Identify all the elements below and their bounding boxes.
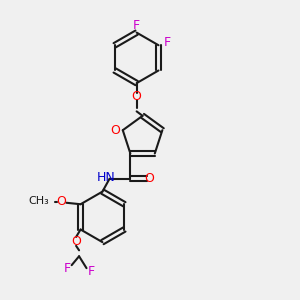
- Text: O: O: [145, 172, 154, 185]
- Text: O: O: [132, 90, 142, 103]
- Text: O: O: [71, 235, 81, 248]
- Text: F: F: [87, 265, 94, 278]
- Text: HN: HN: [97, 171, 116, 184]
- Text: F: F: [133, 19, 140, 32]
- Text: O: O: [56, 195, 66, 208]
- Text: F: F: [164, 36, 171, 49]
- Text: O: O: [110, 124, 120, 137]
- Text: F: F: [64, 262, 71, 275]
- Text: CH₃: CH₃: [28, 196, 50, 206]
